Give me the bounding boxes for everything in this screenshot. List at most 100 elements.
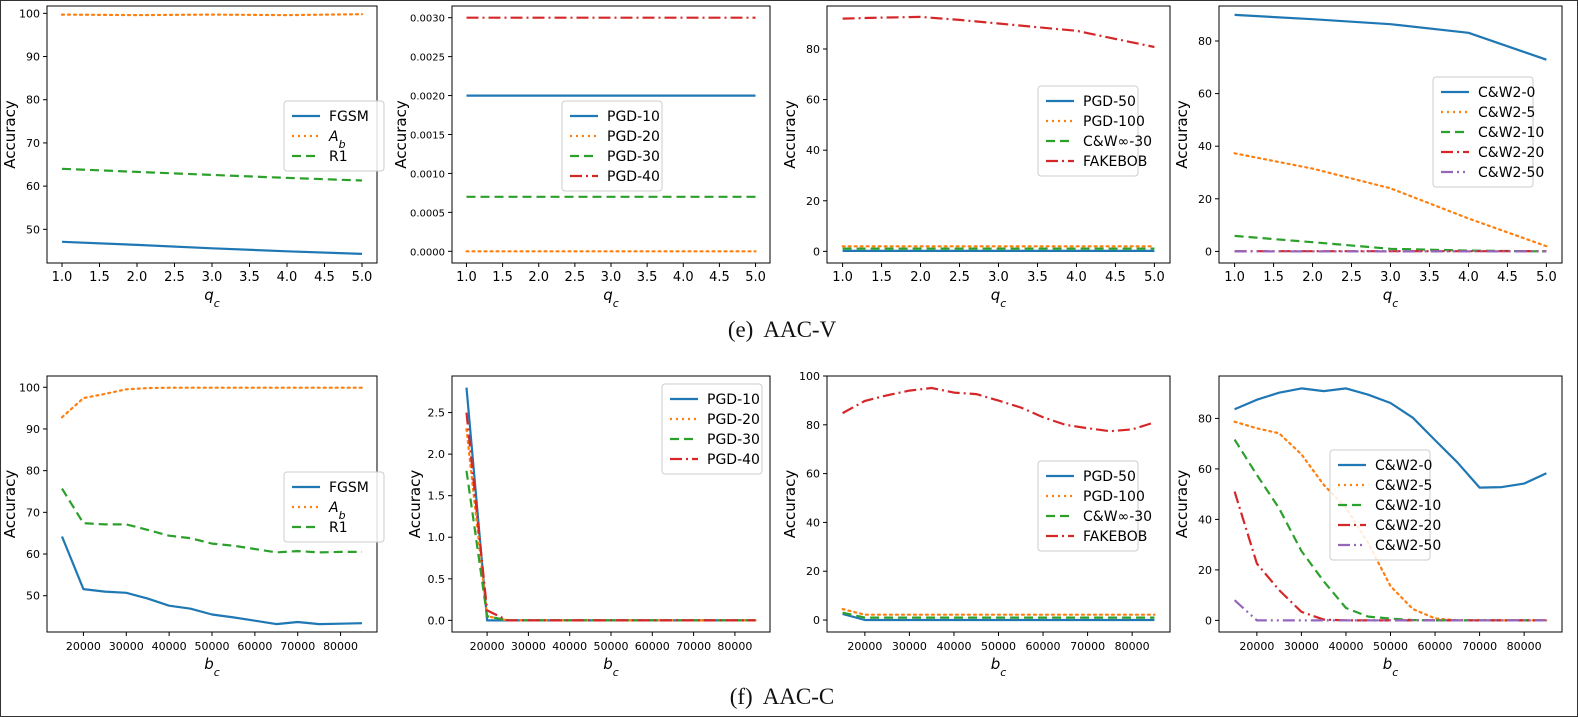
y-tick-label: 0.0000 [410, 247, 445, 258]
legend-entry: C&W2-0 [1478, 85, 1535, 101]
x-tick-label: 4.0 [1066, 270, 1087, 285]
chart-e-2: 1.0 1.5 2.0 2.5 3.0 3.5 4.0 4.5 5.0 0.0000 0.0005 0… [392, 5, 771, 310]
series-line [61, 167, 363, 182]
caption-e-text: AAC-V [763, 317, 837, 342]
legend-entry: FAKEBOB [1083, 154, 1147, 170]
series-line [1234, 13, 1547, 61]
y-tick-label: 0 [813, 245, 820, 258]
x-tick-label: 1.0 [1224, 270, 1245, 285]
x-axis-label: qc [1383, 286, 1399, 310]
x-tick-label: 2.0 [127, 270, 148, 285]
y-tick-label: 80 [1198, 412, 1212, 425]
legend-entry: C&W2-20 [1478, 145, 1544, 161]
x-tick-label: 3.0 [1380, 270, 1401, 285]
y-tick-label: 0.5 [428, 573, 446, 586]
x-tick-label: 50000 [1373, 640, 1408, 653]
legend-entry: C&W∞-30 [1083, 134, 1152, 150]
y-tick-label: 90 [26, 423, 40, 436]
chart-f-3: 20000 30000 40000 50000 60000 70000 80000 0 20 40… [781, 370, 1171, 679]
x-tick-label: 30000 [1284, 640, 1319, 653]
y-tick-label: 1.5 [428, 490, 446, 503]
x-tick-label: 30000 [109, 640, 144, 653]
x-tick-label: 4.5 [314, 270, 335, 285]
y-tick-label: 40 [1198, 513, 1212, 526]
y-tick-label: 0.0005 [410, 208, 445, 219]
x-tick-label: 40000 [1328, 640, 1363, 653]
y-tick-label: 0 [813, 614, 820, 627]
legend: PGD-10 PGD-20 PGD-30 PGD-40 [561, 100, 663, 192]
legend-entry: PGD-40 [707, 452, 760, 468]
x-tick-label: 70000 [280, 640, 315, 653]
x-tick-label: 1.0 [52, 270, 73, 285]
legend-entry: Ab [328, 129, 346, 151]
y-tick-label: 60 [26, 180, 40, 193]
y-axis-label: Accuracy [781, 470, 799, 539]
legend-entry: C&W2-50 [1375, 538, 1441, 554]
y-tick-label: 0 [1205, 614, 1212, 627]
legend: C&W2-0 C&W2-5 C&W2-10 C&W2-20 C&W2-50 [1329, 449, 1441, 561]
y-tick-label: 60 [806, 468, 820, 481]
y-tick-label: 80 [26, 94, 40, 107]
x-tick-label: 2.0 [528, 270, 549, 285]
x-tick-label: 2.5 [565, 270, 586, 285]
legend-box [283, 471, 385, 543]
y-axis-label: Accuracy [406, 470, 424, 539]
chart-f-4: 20000 30000 40000 50000 60000 70000 80000 0 20 40… [1173, 375, 1563, 679]
x-tick-label: 1.0 [456, 270, 477, 285]
series-line [60, 536, 363, 626]
y-tick-label: 0 [1205, 245, 1212, 258]
x-tick-label: 60000 [237, 640, 272, 653]
y-tick-label: 100 [799, 370, 820, 383]
y-tick-label: 60 [806, 94, 820, 107]
x-axis-label: bc [603, 655, 619, 679]
legend-box [661, 383, 763, 475]
legend: PGD-50 PGD-100 C&W∞-30 FAKEBOB [1037, 460, 1152, 552]
y-tick-label: 50 [26, 223, 40, 236]
x-tick-label: 2.0 [910, 270, 931, 285]
y-tick-label: 60 [26, 548, 40, 561]
legend-entry: PGD-50 [1083, 469, 1136, 485]
x-tick-label: 30000 [511, 640, 546, 653]
x-tick-label: 1.5 [871, 270, 892, 285]
x-tick-label: 20000 [847, 640, 882, 653]
y-tick-label: 70 [26, 137, 40, 150]
x-tick-label: 80000 [1115, 640, 1150, 653]
x-tick-label: 60000 [635, 640, 670, 653]
legend-entry: R1 [329, 149, 348, 165]
x-axis-label: bc [991, 655, 1007, 679]
x-tick-label: 5.0 [1144, 270, 1165, 285]
legend-box [1432, 76, 1534, 188]
y-tick-label: 0.0030 [410, 14, 445, 25]
y-tick-label: 40 [1198, 140, 1212, 153]
x-tick-label: 4.0 [1458, 270, 1479, 285]
y-tick-label: 2.0 [428, 448, 446, 461]
legend-box [561, 100, 663, 192]
y-axis-label: Accuracy [1, 470, 19, 539]
y-tick-label: 40 [806, 144, 820, 157]
legend-entry: C&W2-50 [1478, 165, 1544, 181]
x-tick-label: 40000 [152, 640, 187, 653]
y-tick-label: 20 [1198, 564, 1212, 577]
x-tick-label: 4.5 [1497, 270, 1518, 285]
series-line [842, 386, 1155, 433]
y-tick-label: 70 [26, 506, 40, 519]
y-tick-label: 0.0020 [410, 92, 445, 103]
series-line [842, 15, 1155, 49]
series-line [841, 607, 1156, 616]
x-axis-label: bc [1383, 655, 1399, 679]
series-line [60, 13, 364, 17]
x-tick-label: 70000 [1070, 640, 1105, 653]
legend-entry: PGD-10 [707, 392, 760, 408]
x-tick-label: 60000 [1026, 640, 1061, 653]
legend-entry: FAKEBOB [1083, 529, 1147, 545]
y-tick-label: 80 [1198, 35, 1212, 48]
y-tick-label: 0.0015 [410, 131, 445, 142]
y-tick-label: 0.0010 [410, 169, 445, 180]
chart-f-2: 20000 30000 40000 50000 60000 70000 80000 0.0 0.… [406, 375, 771, 679]
y-tick-label: 80 [806, 419, 820, 432]
y-tick-label: 80 [26, 465, 40, 478]
legend-entry: Ab [328, 500, 346, 522]
y-tick-label: 60 [1198, 463, 1212, 476]
chart-e-3: 1.0 1.5 2.0 2.5 3.0 3.5 4.0 4.5 5.0 0 20 40 60 80 qc Ac… [781, 5, 1171, 310]
legend-entry: PGD-20 [607, 129, 660, 145]
